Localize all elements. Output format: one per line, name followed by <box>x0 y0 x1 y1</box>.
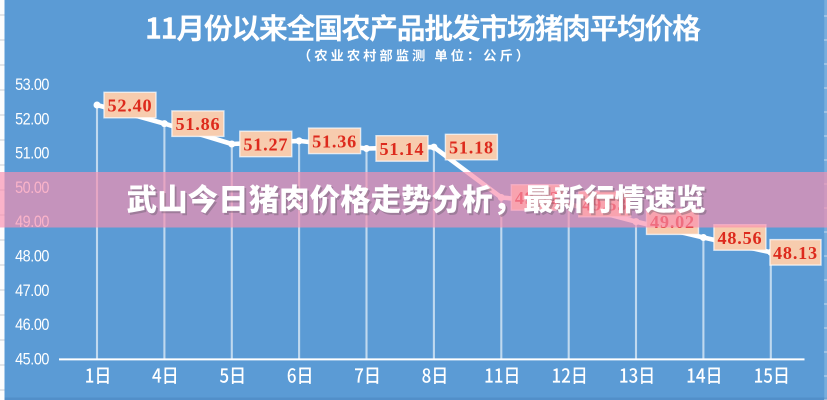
svg-text:51.27: 51.27 <box>243 135 288 155</box>
svg-text:48.13: 48.13 <box>773 243 818 263</box>
svg-text:51.36: 51.36 <box>312 131 357 151</box>
svg-text:51.18: 51.18 <box>449 138 494 158</box>
svg-text:46.00: 46.00 <box>15 316 49 334</box>
svg-text:51.14: 51.14 <box>380 139 425 159</box>
svg-text:51.00: 51.00 <box>15 145 49 163</box>
svg-text:47.00: 47.00 <box>15 282 49 300</box>
svg-text:45.00: 45.00 <box>15 351 49 369</box>
svg-text:52.40: 52.40 <box>108 96 153 116</box>
svg-text:52.00: 52.00 <box>15 110 49 128</box>
svg-text:51.86: 51.86 <box>175 114 220 134</box>
svg-text:48.56: 48.56 <box>717 228 762 248</box>
svg-text:53.00: 53.00 <box>15 76 49 94</box>
svg-text:48.00: 48.00 <box>15 248 49 266</box>
